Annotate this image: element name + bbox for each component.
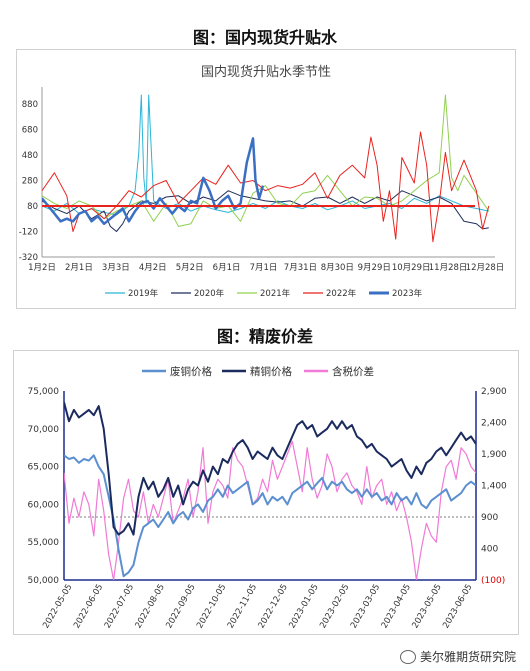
chart1-legend-label: 2021年 <box>260 288 291 299</box>
chart2-x-tick-label: 2022-06-05 <box>72 583 105 631</box>
chart2-right-tick-label: 900 <box>481 513 498 523</box>
chart2-x-tick-label: 2023-03-05 <box>349 583 382 631</box>
chart1-x-tick-label: 7月31日 <box>284 263 317 273</box>
chart1-x-tick-label: 12月28日 <box>466 263 505 273</box>
chart1-legend-label: 2020年 <box>194 288 225 299</box>
chart2-x-tick-label: 2023-01-05 <box>287 583 320 631</box>
figure1-heading: 图：国内现货升贴水 <box>192 28 337 47</box>
wechat-icon <box>399 649 416 664</box>
chart2-left-tick-label: 65,000 <box>28 463 60 473</box>
chart2-left-tick-label: 50,000 <box>28 576 60 586</box>
chart1-y-tick-label: 680 <box>22 125 38 135</box>
chart2-left-tick-label: 55,000 <box>28 538 60 548</box>
chart1-x-tick-label: 9月29日 <box>358 263 391 273</box>
chart1-y-tick-label: 480 <box>22 151 38 161</box>
chart2-x-tick-label: 2022-05-05 <box>41 583 74 631</box>
chart2-x-tick-label: 2023-05-05 <box>410 583 443 631</box>
chart1-legend-label: 2023年 <box>392 288 423 299</box>
chart1-series-1 <box>42 190 489 232</box>
chart1-y-tick-label: 880 <box>22 100 38 110</box>
watermark: 美尔雅期货研究院 <box>399 648 516 665</box>
seasonal-basis-chart: 国内现货升贴水季节性 -320 -120 80 280 480 680 880 1月2日 2月1日… <box>19 64 505 299</box>
chart1-x-tick-label: 2月1日 <box>65 263 93 273</box>
chart2-series-1 <box>64 402 476 536</box>
chart1-y-tick-label: -320 <box>19 253 38 263</box>
chart2-x-tick-label: 2022-09-05 <box>164 583 197 631</box>
chart1-x-tick-label: 8月30日 <box>321 263 354 273</box>
chart1-y-tick-label: -120 <box>19 227 38 237</box>
chart2-legend-label: 废铜价格 <box>170 365 212 378</box>
chart2-x-tick-label: 2022-07-05 <box>103 583 136 631</box>
chart2-left-tick-label: 70,000 <box>28 425 60 435</box>
chart2-x-tick-label: 2023-06-05 <box>441 583 474 631</box>
chart2-left-tick-label: 75,000 <box>28 387 60 397</box>
chart1-x-tick-label: 7月1日 <box>250 263 278 273</box>
chart1-x-tick-label: 10月29日 <box>392 263 431 273</box>
chart1-x-tick-label: 11月28日 <box>429 263 468 273</box>
chart2-series-0 <box>64 454 476 578</box>
chart2-right-tick-label: 2,400 <box>481 419 507 429</box>
chart2-x-tick-label: 2022-11-05 <box>226 583 259 631</box>
spread-chart-frame: 50,000 55,000 60,000 65,000 70,000 75,000 (100… <box>13 350 519 635</box>
chart2-x-tick-label: 2022-10-05 <box>195 583 228 631</box>
chart1-title: 国内现货升贴水季节性 <box>201 64 331 80</box>
chart1-series-0 <box>42 94 489 216</box>
chart2-x-tick-label: 2022-12-05 <box>257 583 290 631</box>
chart2-x-tick-label: 2022-08-05 <box>134 583 167 631</box>
chart1-legend-label: 2022年 <box>326 288 357 299</box>
chart2-x-tick-label: 2023-02-05 <box>318 583 351 631</box>
chart2-right-tick-label: (100) <box>481 576 505 586</box>
chart2-left-tick-label: 60,000 <box>28 500 60 510</box>
chart2-legend-label: 含税价差 <box>332 365 374 378</box>
copper-spread-chart: 50,000 55,000 60,000 65,000 70,000 75,000 (100… <box>28 365 508 631</box>
chart2-right-tick-label: 2,900 <box>481 387 507 397</box>
chart2-series-2 <box>64 440 476 580</box>
chart1-series-3 <box>42 131 490 243</box>
chart1-legend-label: 2019年 <box>128 288 159 299</box>
chart2-x-tick-label: 2023-04-05 <box>380 583 413 631</box>
chart1-y-tick-label: 280 <box>22 176 38 186</box>
chart2-right-tick-label: 1,400 <box>481 482 507 492</box>
chart1-x-tick-label: 1月2日 <box>28 263 56 273</box>
chart1-y-tick-label: 80 <box>27 202 38 212</box>
chart1-x-tick-label: 6月1日 <box>213 263 241 273</box>
chart1-x-tick-label: 4月2日 <box>139 263 167 273</box>
seasonal-chart-frame: 国内现货升贴水季节性 -320 -120 80 280 480 680 880 1月2日 2月1日… <box>16 49 516 309</box>
chart1-x-tick-label: 5月2日 <box>176 263 204 273</box>
watermark-text: 美尔雅期货研究院 <box>419 650 516 664</box>
chart2-right-tick-label: 400 <box>481 545 498 555</box>
figure2-heading: 图：精废价差 <box>216 327 313 346</box>
chart2-right-tick-label: 1,900 <box>481 450 507 460</box>
chart2-legend-label: 精铜价格 <box>250 365 292 378</box>
chart1-x-tick-label: 3月3日 <box>102 263 130 273</box>
